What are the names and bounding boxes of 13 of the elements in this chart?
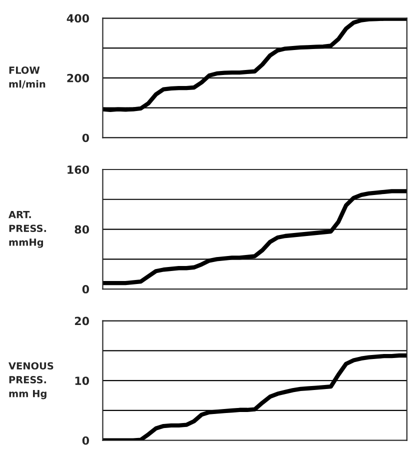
y-axis-title: FLOW ml/min — [9, 66, 46, 88]
y-tick-label: 0 — [82, 285, 90, 294]
y-tick-label: 400 — [66, 14, 90, 23]
y-tick-label: 160 — [68, 165, 90, 174]
y-axis-title: ART. PRESS. mmHg — [8, 210, 46, 248]
line-series — [102, 189, 407, 286]
y-tick-label: 200 — [67, 74, 90, 82]
y-axis-title: VENOUS PRESS. mm Hg — [8, 362, 54, 400]
y-tick-label: 10 — [75, 376, 90, 385]
y-tick-label: 20 — [74, 316, 90, 326]
y-tick-label: 0 — [82, 134, 90, 142]
y-tick-label: 0 — [82, 436, 90, 445]
y-tick-label: 80 — [74, 225, 90, 234]
